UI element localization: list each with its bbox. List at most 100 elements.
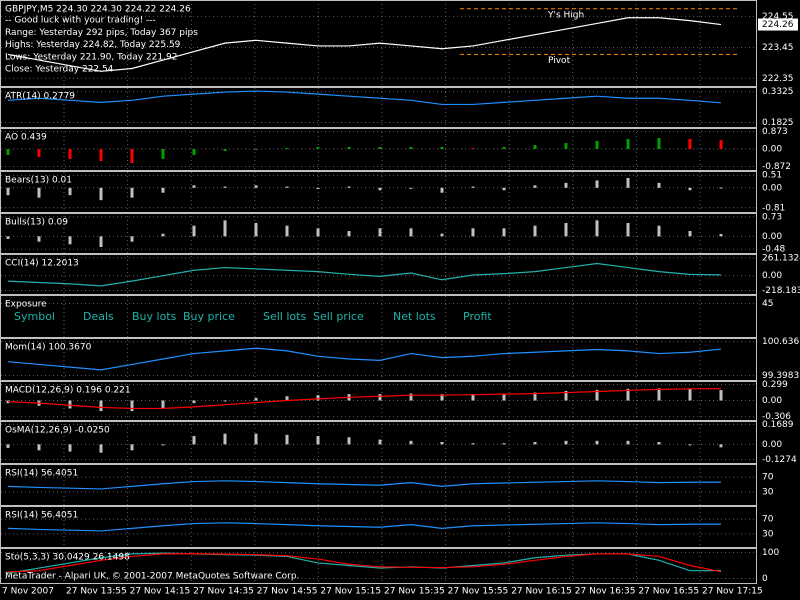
panel-title: RSI(14) 56.4051 [5,511,78,521]
histogram-bar [502,443,506,445]
histogram-bar [626,139,630,149]
histogram-bar [316,187,320,190]
indicator-line [7,262,722,287]
y-tick-label: 45 [762,299,773,309]
panel-title: MACD(12,26,9) 0.196 0.221 [5,386,131,396]
histogram-bar [130,187,134,198]
histogram-bar [719,444,723,448]
histogram-bar [502,187,506,191]
histogram-bar [688,187,692,191]
histogram-bar [533,225,537,237]
histogram-bar [223,149,227,151]
panel-border [0,254,757,295]
info-line: Highs: Yesterday 224.82, Today 225.59 [5,40,181,50]
y-tick-label: 0.3325 [762,87,794,97]
histogram-bar [533,392,537,401]
histogram-bar [285,186,289,188]
panel-title: Mom(14) 100.3670 [5,343,92,353]
histogram-bar [471,148,475,149]
last-price-label: 224.26 [762,20,794,30]
histogram-bar [502,147,506,149]
histogram-bar [502,228,506,237]
histogram-bar [316,395,320,401]
time-label: 27 Nov 16:35 [575,587,636,597]
histogram-bar [6,187,10,196]
histogram-bar [409,393,413,401]
histogram-bar [595,389,599,401]
histogram-bar [626,223,630,237]
y-tick-label: 70 [762,473,774,483]
histogram-bar [533,442,537,445]
indicator-line [7,388,722,410]
histogram-bar [440,442,444,445]
y-tick-label: -0.872 [762,162,791,172]
histogram-bar [6,149,10,155]
panel-border [0,464,757,506]
time-label: 27 Nov 15:15 [320,587,381,597]
histogram-bar [595,180,599,188]
histogram-bar [130,149,134,163]
panel-title: Bulls(13) 0.09 [5,218,68,228]
panel-border [0,548,757,584]
indicator-line [7,553,722,573]
y-tick-label: 0.73 [762,212,782,222]
time-label: 27 Nov 14:15 [130,587,191,597]
panel-border [0,0,757,87]
y-tick-label: -0.306 [762,412,791,422]
time-label: 27 Nov 14:55 [257,587,318,597]
exposure-column: Symbol [14,310,55,323]
histogram-bar [347,437,351,445]
histogram-bar [99,444,103,453]
histogram-bar [626,440,630,445]
y-tick-label: 70 [762,515,774,525]
histogram-bar [409,440,413,445]
histogram-bar [130,236,134,242]
y-tick-label: 99.3983 [762,371,799,381]
exposure-column: Profit [463,310,492,323]
info-line: Range: Yesterday 292 pips, Today 367 pip… [5,28,198,38]
histogram-bar [626,177,630,188]
panel-border [0,87,757,128]
histogram-bar [161,444,165,446]
panel-title: Sto(5,3,3) 30.0429 26.1498 [5,553,130,563]
histogram-bar [223,400,227,402]
indicator-line [7,17,722,72]
panel-border [0,213,757,254]
panel-title: AO 0.439 [5,133,47,143]
histogram-bar [37,149,41,157]
histogram-bar [564,223,568,237]
histogram-bar [657,442,661,445]
histogram-bar [254,223,258,237]
time-label: 7 Nov 2007 [2,587,54,597]
y-tick-label: -0.48 [762,245,786,255]
histogram-bar [316,436,320,445]
histogram-bar [192,185,196,188]
indicator-line [7,90,722,106]
histogram-bar [68,444,72,452]
panel-border [0,506,757,548]
panel-border [0,421,757,464]
exposure-column: Buy lots [132,310,177,323]
level-label: Y's High [547,10,584,20]
time-label: 27 Nov 15:35 [384,587,445,597]
panel-title: GBPJPY,M5 224.30 224.30 224.22 224.26 [5,5,191,15]
histogram-bar [254,433,258,445]
histogram-bar [533,145,537,149]
histogram-bar [316,228,320,237]
histogram-bar [719,187,723,189]
histogram-bar [626,388,630,401]
histogram-bar [471,443,475,445]
indicator-line [7,480,722,490]
histogram-bar [564,182,568,188]
panel-title: Bears(13) 0.01 [5,176,72,186]
panel-border [0,295,757,338]
exposure-column: Net lots [393,310,436,323]
histogram-bar [6,444,10,448]
histogram-bar [378,439,382,445]
panel-title: RSI(14) 56.4051 [5,469,78,479]
histogram-bar [688,388,692,401]
histogram-bar [378,187,382,191]
histogram-bar [192,436,196,445]
histogram-bar [254,397,258,401]
y-tick-label: 0.873 [762,127,788,137]
